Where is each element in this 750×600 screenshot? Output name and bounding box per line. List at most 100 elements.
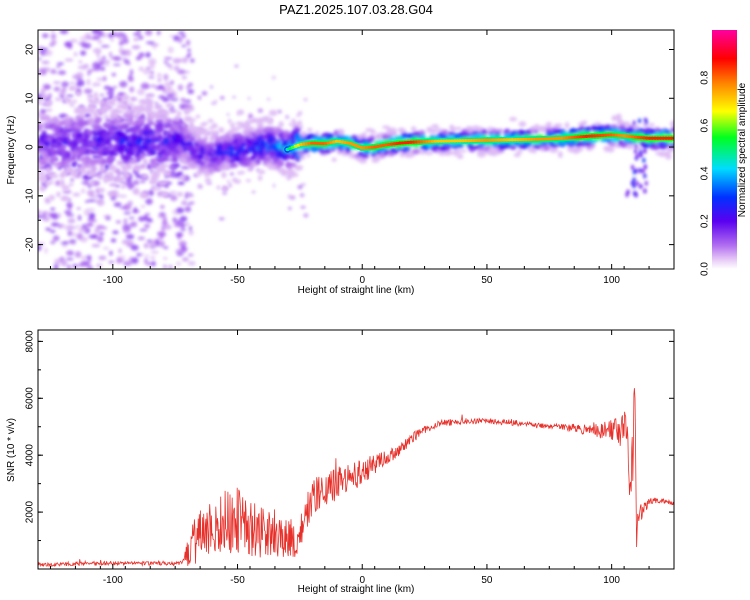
band-blob: [425, 151, 434, 156]
noise-blob: [83, 112, 91, 118]
band-blob: [65, 166, 74, 173]
band-blob: [230, 162, 239, 168]
band-blob: [122, 121, 131, 125]
band-blob: [50, 157, 55, 165]
snr-background: [38, 330, 674, 569]
band-blob: [297, 151, 306, 157]
band-blob: [626, 127, 630, 133]
band-blob: [216, 185, 221, 190]
noise-blob: [108, 182, 118, 187]
band-blob: [665, 153, 672, 160]
band-blob: [131, 129, 139, 134]
spectrogram-xtick-label: 50: [481, 275, 493, 286]
noise-blob: [38, 215, 43, 219]
band-blob: [128, 102, 134, 106]
noise-blob: [181, 75, 187, 80]
band-blob: [93, 112, 99, 118]
band-blob: [553, 123, 563, 128]
noise-blob: [118, 47, 124, 54]
band-blob: [362, 132, 367, 137]
band-blob: [39, 123, 48, 128]
noise-blob: [155, 105, 160, 110]
noise-blob: [133, 207, 138, 214]
band-blob: [120, 184, 126, 189]
snr-ylabel: SNR (10 * v/v): [6, 418, 17, 482]
band-blob: [112, 108, 120, 113]
band-blob: [287, 165, 292, 170]
band-blob: [397, 147, 403, 152]
band-blob: [181, 151, 190, 159]
band-blob: [285, 161, 290, 167]
noise-blob: [149, 62, 155, 70]
band-blob: [199, 139, 208, 144]
noise-blob: [177, 69, 186, 75]
band-blob: [59, 145, 66, 149]
noise-blob: [136, 253, 141, 257]
noise-blob: [145, 212, 151, 216]
noise-blob: [54, 258, 61, 263]
noise-blob: [303, 213, 309, 218]
noise-blob: [124, 49, 132, 57]
noise-blob: [118, 194, 128, 198]
noise-blob: [119, 80, 128, 88]
noise-blob: [297, 111, 303, 116]
band-blob: [252, 140, 260, 146]
noise-blob: [92, 48, 102, 54]
noise-blob: [91, 244, 101, 248]
band-blob: [503, 128, 511, 135]
band-blob: [236, 126, 242, 130]
band-blob: [116, 118, 124, 122]
noise-blob: [62, 86, 67, 93]
band-blob: [86, 130, 94, 136]
noise-blob: [100, 45, 110, 48]
band-blob: [509, 117, 517, 122]
noise-blob: [146, 217, 153, 223]
noise-blob: [157, 191, 163, 198]
spectrogram-xtick-label: 0: [359, 275, 365, 286]
band-blob: [418, 150, 427, 155]
band-blob: [381, 125, 390, 129]
band-blob: [157, 133, 163, 141]
noise-blob: [44, 247, 48, 254]
band-blob: [101, 158, 107, 165]
noise-blob: [285, 115, 289, 119]
colorbar-gradient: [712, 30, 737, 269]
noise-blob: [76, 224, 80, 228]
noise-blob: [128, 74, 132, 82]
noise-blob: [149, 240, 157, 248]
spectrogram-ytick-label: 10: [25, 92, 36, 104]
band-blob: [670, 126, 674, 134]
colorbar-tick-label: 0.8: [700, 70, 711, 84]
band-blob: [61, 130, 68, 136]
noise-blob: [145, 198, 153, 205]
band-blob: [257, 169, 266, 175]
band-blob: [607, 146, 615, 153]
noise-blob: [64, 58, 74, 62]
noise-blob: [166, 92, 174, 99]
band-blob: [640, 141, 644, 147]
band-blob: [39, 185, 46, 192]
band-blob: [44, 100, 53, 107]
noise-blob: [127, 182, 135, 190]
colorbar-tick-label: 0.0: [700, 262, 711, 276]
noise-blob: [148, 58, 157, 66]
noise-blob: [109, 250, 113, 256]
noise-blob: [210, 101, 217, 105]
band-blob: [306, 153, 311, 158]
noise-blob: [266, 97, 271, 101]
band-blob: [72, 99, 78, 104]
noise-blob: [80, 255, 88, 261]
noise-blob: [188, 229, 194, 236]
band-blob: [54, 97, 62, 102]
band-blob: [70, 156, 77, 161]
noise-blob: [187, 260, 196, 266]
spectrogram-ytick-label: 20: [25, 44, 36, 56]
spectrogram-xtick-label: 100: [603, 275, 620, 286]
band-blob: [77, 132, 83, 139]
band-blob: [144, 98, 154, 106]
noise-blob: [45, 227, 51, 231]
band-blob: [140, 164, 147, 168]
noise-blob: [187, 253, 194, 257]
noise-blob: [61, 81, 69, 88]
